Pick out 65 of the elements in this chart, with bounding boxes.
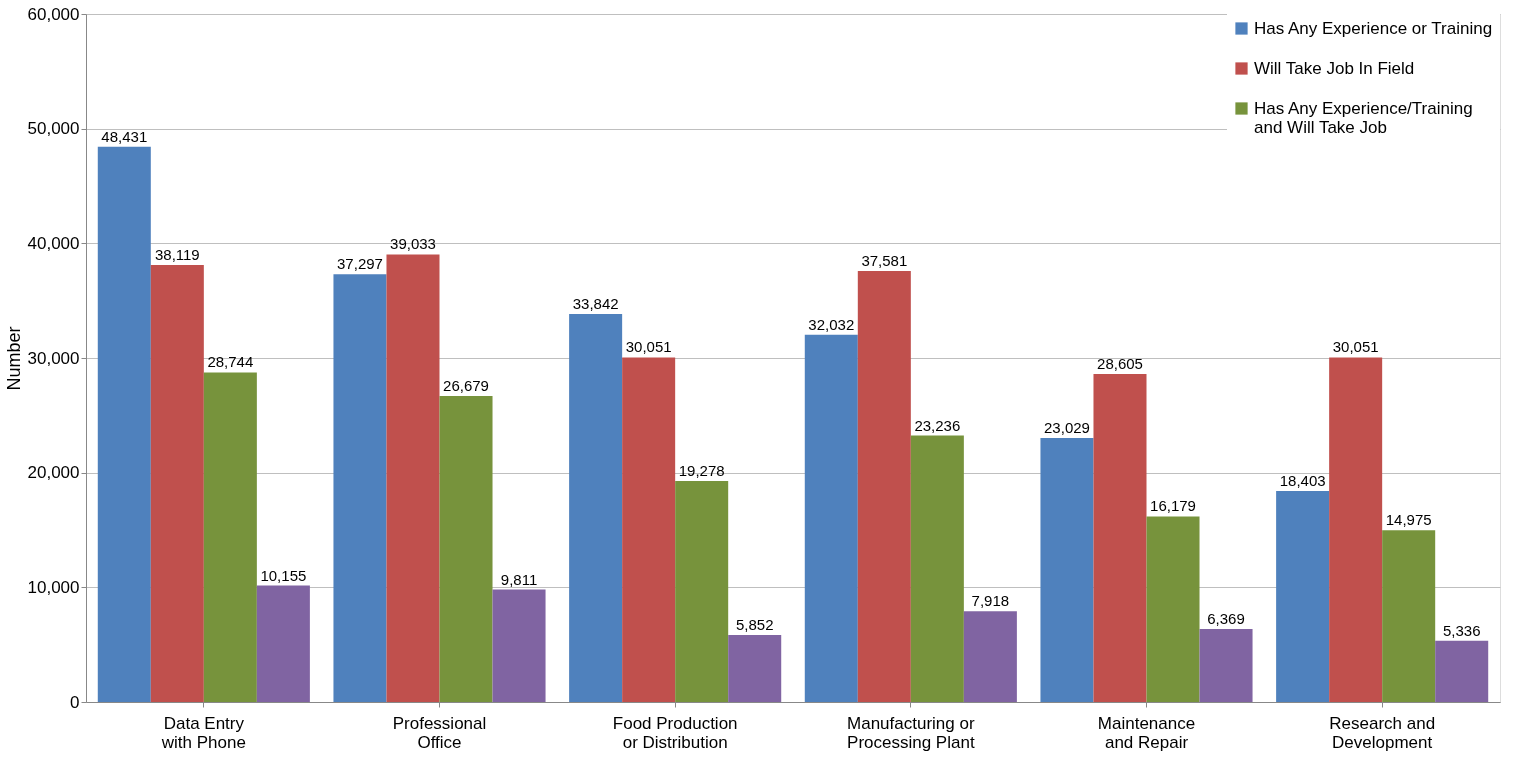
data-label: 30,051 <box>1332 338 1379 356</box>
bar <box>333 274 387 702</box>
data-label: 38,119 <box>154 245 200 263</box>
x-tick-label: Manufacturing or Processing Plant <box>847 713 975 752</box>
y-tick-label: 20,000 <box>27 463 80 483</box>
y-tick-label: 60,000 <box>27 4 80 24</box>
y-tick-label: 10,000 <box>27 577 80 597</box>
data-label: 23,236 <box>914 416 961 434</box>
data-label: 37,581 <box>861 252 908 270</box>
bar <box>203 372 257 702</box>
legend-label: Has Any Experience/Training and Will Take Job <box>1254 98 1473 137</box>
x-tick-label: Data Entry with Phone <box>160 713 246 752</box>
data-label: 23,029 <box>1044 418 1090 436</box>
bar <box>97 146 151 702</box>
bar <box>1382 530 1436 702</box>
data-label: 10,155 <box>260 566 307 584</box>
data-label: 37,297 <box>337 255 383 273</box>
legend-label: Will Take Job In Field <box>1254 58 1415 78</box>
data-label: 5,336 <box>1442 621 1481 639</box>
bar <box>622 357 676 702</box>
y-tick-label: 50,000 <box>27 119 80 139</box>
data-label: 26,679 <box>443 377 489 395</box>
x-tick-label: Food Production or Distribution <box>612 713 738 752</box>
bar <box>963 611 1017 702</box>
bar <box>1040 437 1094 702</box>
bar <box>1199 628 1253 702</box>
data-label: 14,975 <box>1385 511 1432 529</box>
bar <box>910 435 964 702</box>
x-tick-label: Professional Office <box>392 713 487 752</box>
data-label: 30,051 <box>625 338 672 356</box>
bar <box>1276 490 1330 702</box>
x-tick-label: Maintenance and Repair <box>1097 713 1196 752</box>
x-tick-label: Research and Development <box>1329 713 1436 752</box>
data-label: 39,033 <box>390 235 436 253</box>
bar <box>1435 640 1489 702</box>
data-label: 7,918 <box>971 592 1010 610</box>
bar <box>857 271 911 702</box>
data-label: 48,431 <box>101 127 148 145</box>
data-label: 19,278 <box>678 461 725 479</box>
data-label: 5,852 <box>735 615 774 633</box>
bar <box>386 254 440 702</box>
y-tick-label: 0 <box>70 692 80 712</box>
bar <box>569 313 623 702</box>
bar <box>1093 374 1147 702</box>
bar <box>1329 357 1383 702</box>
legend-label: Has Any Experience or Training <box>1254 18 1493 38</box>
data-label: 33,842 <box>572 294 619 312</box>
bar <box>439 396 493 702</box>
bar <box>728 634 782 702</box>
data-label: 18,403 <box>1279 471 1326 489</box>
bar <box>150 264 204 702</box>
y-axis-title: Number <box>3 326 24 391</box>
bar <box>256 585 310 702</box>
data-label: 6,369 <box>1207 609 1245 627</box>
data-label: 32,032 <box>808 315 855 333</box>
bar <box>804 334 858 702</box>
data-label: 16,179 <box>1150 497 1196 515</box>
data-label: 9,811 <box>500 570 538 588</box>
y-tick-label: 40,000 <box>27 233 80 253</box>
bar <box>1146 516 1200 702</box>
bar <box>492 589 546 702</box>
data-label: 28,605 <box>1097 355 1143 372</box>
data-label: 28,744 <box>207 353 254 371</box>
bar <box>675 480 729 702</box>
y-tick-label: 30,000 <box>27 348 80 368</box>
